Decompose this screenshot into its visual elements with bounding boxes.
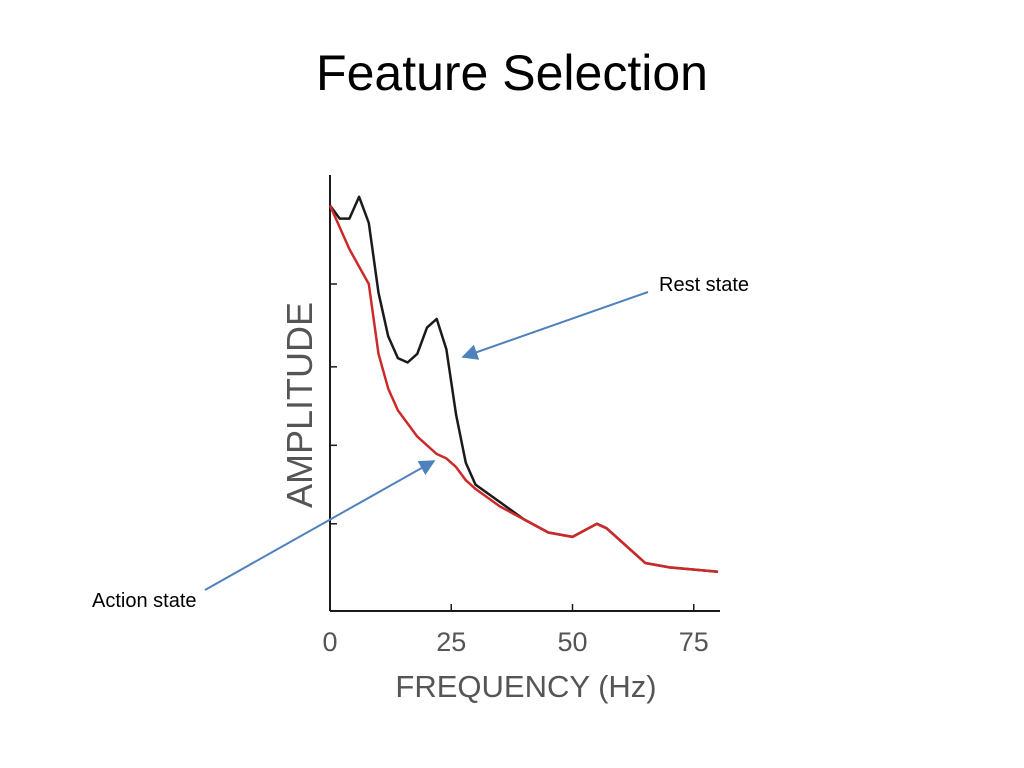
x-tick-label: 50 [557, 627, 587, 657]
y-axis-label: AMPLITUDE [279, 302, 320, 508]
action-state-label: Action state [92, 590, 197, 612]
rest-state-label: Rest state [659, 274, 750, 296]
x-axis-label: FREQUENCY (Hz) [395, 669, 656, 704]
x-tick-label: 75 [679, 627, 709, 657]
x-tick-label: 25 [436, 627, 466, 657]
action-state-line [328, 204, 719, 574]
rest-state-arrow [461, 291, 649, 360]
action-state-arrow [204, 460, 436, 591]
x-tick-label: 0 [322, 627, 337, 657]
slide-title: Feature Selection [316, 45, 708, 101]
